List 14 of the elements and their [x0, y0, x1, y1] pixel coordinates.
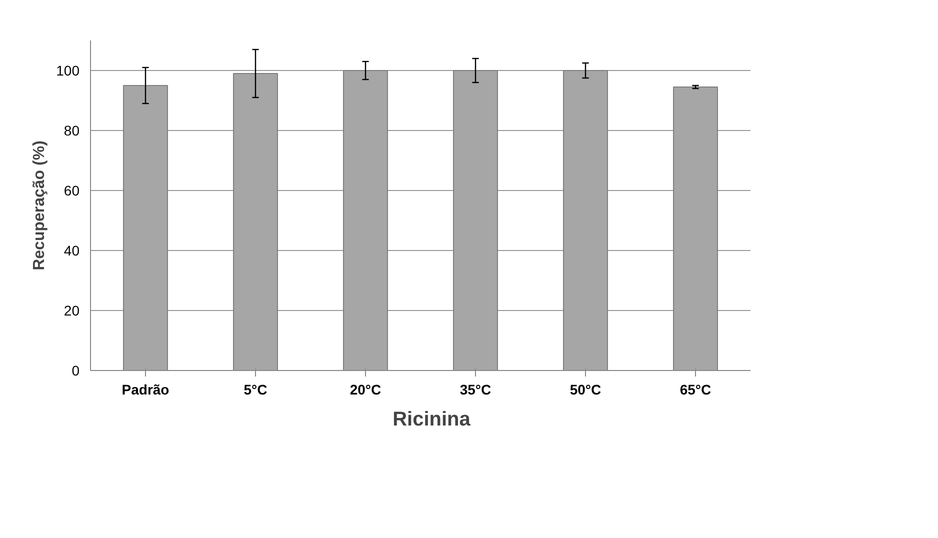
x-tick-label: 5°C: [244, 382, 268, 398]
y-tick-label: 20: [64, 302, 80, 318]
x-tick-label: Padrão: [122, 382, 170, 398]
y-tick-label: 60: [64, 182, 80, 198]
y-tick-label: 40: [64, 242, 80, 258]
x-tick-label: 50°C: [570, 382, 602, 398]
y-tick-label: 100: [56, 62, 80, 78]
x-tick-label: 65°C: [680, 382, 712, 398]
x-tick-label: 35°C: [460, 382, 492, 398]
x-tick-label: 20°C: [350, 382, 382, 398]
y-tick-label: 80: [64, 122, 80, 138]
series-label: Ricinina: [392, 408, 470, 432]
y-tick-label: 0: [72, 362, 80, 378]
y-axis-title: Recuperação (%): [31, 140, 48, 270]
